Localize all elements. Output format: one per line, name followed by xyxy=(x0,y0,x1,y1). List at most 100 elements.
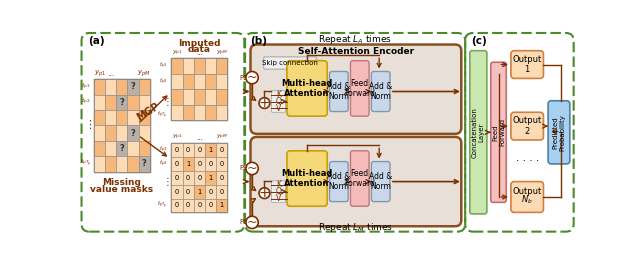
Text: 0: 0 xyxy=(220,189,224,195)
Circle shape xyxy=(246,72,259,84)
FancyBboxPatch shape xyxy=(287,61,327,116)
Text: ...: ... xyxy=(196,50,203,56)
Bar xyxy=(216,185,227,199)
FancyBboxPatch shape xyxy=(271,91,285,112)
Bar xyxy=(105,110,116,125)
FancyBboxPatch shape xyxy=(511,112,543,140)
Bar xyxy=(194,143,205,157)
Text: ...: ... xyxy=(107,69,115,78)
Bar xyxy=(127,110,139,125)
Bar xyxy=(94,79,150,172)
Text: $t_{pT_p}$: $t_{pT_p}$ xyxy=(157,200,168,211)
Text: Add &
Norm: Add & Norm xyxy=(327,172,351,191)
Bar xyxy=(194,157,205,171)
Bar xyxy=(182,89,194,105)
Bar xyxy=(205,105,216,120)
Text: MGP: MGP xyxy=(135,101,161,123)
Text: PE: PE xyxy=(239,75,248,81)
Text: V: V xyxy=(276,194,281,203)
Bar xyxy=(182,157,194,171)
Text: Feed
Forward: Feed Forward xyxy=(492,118,505,146)
Circle shape xyxy=(246,216,259,228)
Text: (a): (a) xyxy=(88,36,104,46)
Bar xyxy=(216,105,227,120)
Bar xyxy=(205,185,216,199)
Text: Add &
Norm: Add & Norm xyxy=(369,82,392,101)
Text: Concatenation
Layer: Concatenation Layer xyxy=(472,107,485,158)
Text: K: K xyxy=(276,90,281,99)
Text: Predicted
Probability: Predicted Probability xyxy=(552,114,566,151)
Bar xyxy=(182,143,194,157)
Text: ...: ... xyxy=(196,135,203,141)
Bar xyxy=(139,110,150,125)
Text: Feed
Forward: Feed Forward xyxy=(344,169,375,188)
Text: 0: 0 xyxy=(175,147,179,153)
Text: · · · ·: · · · · xyxy=(516,156,539,166)
Text: K: K xyxy=(276,180,281,189)
Text: ~: ~ xyxy=(247,162,257,175)
FancyBboxPatch shape xyxy=(351,151,369,206)
FancyBboxPatch shape xyxy=(330,162,348,202)
Bar xyxy=(105,79,116,95)
Text: ⋮: ⋮ xyxy=(163,96,172,107)
Bar xyxy=(216,143,227,157)
Bar xyxy=(216,157,227,171)
Bar xyxy=(139,156,150,172)
Bar xyxy=(182,185,194,199)
Text: Multi-head
Attention: Multi-head Attention xyxy=(282,79,333,98)
FancyBboxPatch shape xyxy=(511,51,543,78)
Bar xyxy=(139,141,150,156)
Text: 0: 0 xyxy=(197,175,202,181)
Text: Imputed: Imputed xyxy=(178,39,221,48)
Text: 0: 0 xyxy=(175,175,179,181)
Text: Repeat $L_A$ times: Repeat $L_A$ times xyxy=(318,33,392,46)
Text: Add &
Norm: Add & Norm xyxy=(369,172,392,191)
Text: $t_{p2}$: $t_{p2}$ xyxy=(81,97,91,107)
Bar xyxy=(194,171,205,185)
Bar xyxy=(216,74,227,89)
Text: 0: 0 xyxy=(209,189,212,195)
Bar xyxy=(116,125,127,141)
Bar xyxy=(205,199,216,212)
Bar xyxy=(172,58,182,74)
Text: 0: 0 xyxy=(175,161,179,167)
Text: 1: 1 xyxy=(209,175,212,181)
Text: Output: Output xyxy=(513,187,542,196)
FancyBboxPatch shape xyxy=(371,72,390,112)
Bar xyxy=(172,58,227,120)
Bar xyxy=(182,58,194,74)
Bar xyxy=(205,157,216,171)
Text: Add &
Norm: Add & Norm xyxy=(327,82,351,101)
Bar xyxy=(105,125,116,141)
Bar xyxy=(216,199,227,212)
Text: +: + xyxy=(259,96,270,110)
Text: $y_{p1}$: $y_{p1}$ xyxy=(93,69,106,79)
FancyBboxPatch shape xyxy=(287,151,327,206)
Text: 0: 0 xyxy=(197,147,202,153)
Bar xyxy=(139,95,150,110)
Text: Q: Q xyxy=(275,187,282,196)
Bar xyxy=(116,79,127,95)
FancyBboxPatch shape xyxy=(371,162,390,202)
Bar xyxy=(182,199,194,212)
FancyBboxPatch shape xyxy=(548,101,570,164)
Text: Missing: Missing xyxy=(102,178,141,187)
Bar xyxy=(116,141,127,156)
Text: Repeat $L_M$ times: Repeat $L_M$ times xyxy=(317,221,393,233)
Bar xyxy=(194,105,205,120)
Text: ?: ? xyxy=(131,82,136,91)
Bar xyxy=(216,89,227,105)
Circle shape xyxy=(259,188,270,199)
Bar xyxy=(105,156,116,172)
Bar xyxy=(205,58,216,74)
Text: 1: 1 xyxy=(220,203,224,209)
FancyBboxPatch shape xyxy=(511,182,543,212)
Text: 0: 0 xyxy=(197,161,202,167)
Bar xyxy=(105,95,116,110)
Bar xyxy=(194,199,205,212)
Text: 0: 0 xyxy=(209,203,212,209)
Bar xyxy=(172,185,182,199)
Text: $N_b$: $N_b$ xyxy=(522,193,533,206)
FancyBboxPatch shape xyxy=(351,61,369,116)
Text: ?: ? xyxy=(120,144,124,153)
